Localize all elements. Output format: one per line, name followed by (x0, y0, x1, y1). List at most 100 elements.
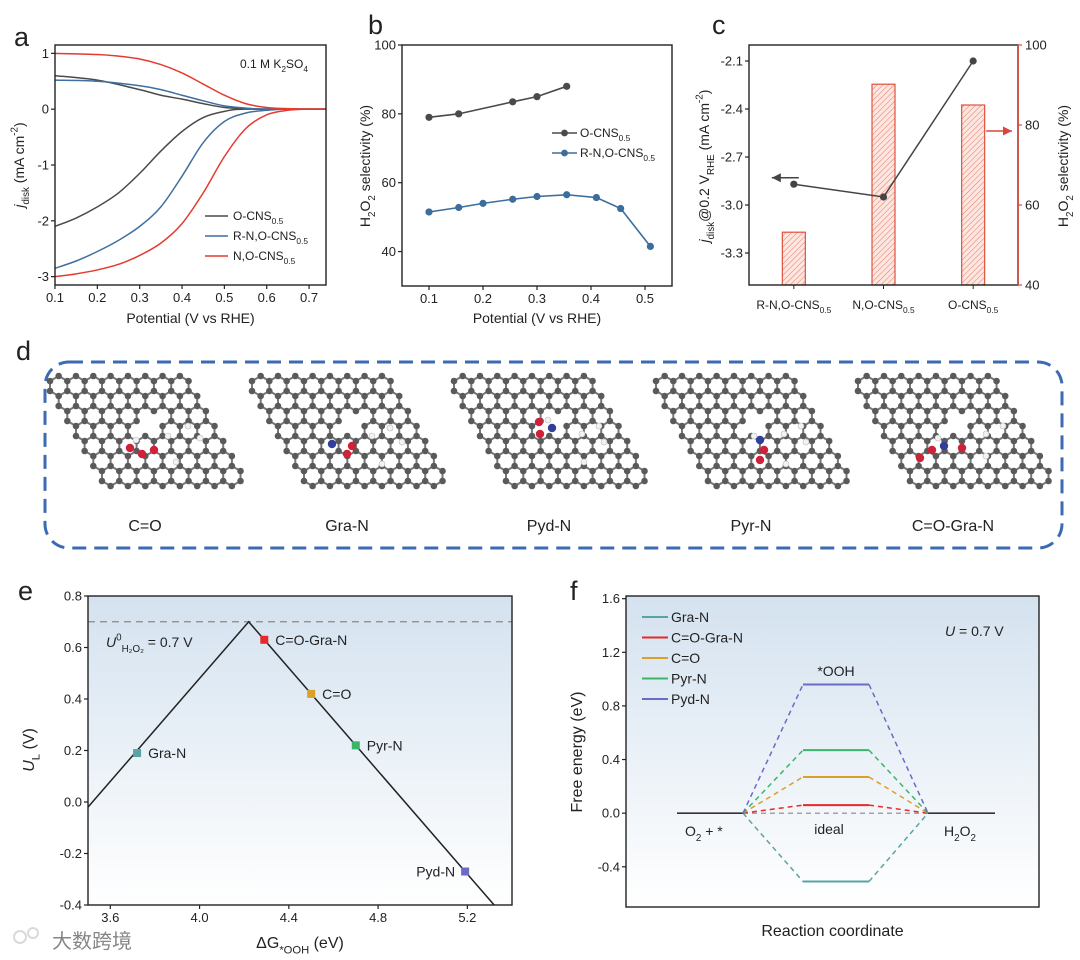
carbon-atom (1019, 422, 1026, 430)
dashed-box (43, 360, 1064, 550)
carbon-atom (958, 377, 966, 385)
carbon-atom (107, 372, 114, 380)
carbon-atom (395, 462, 403, 470)
carbon-atom (430, 452, 438, 460)
stage-label-end-part: 2 (954, 833, 959, 844)
carbon-atom (571, 437, 579, 445)
carbon-atom (459, 372, 466, 380)
carbon-atom (369, 387, 377, 395)
series-line-disk (54, 108, 327, 228)
carbon-atom (502, 387, 510, 395)
carbon-atom (378, 452, 386, 460)
carbon-atom (511, 482, 518, 490)
carbon-atom (292, 462, 299, 470)
carbon-atom (72, 432, 80, 440)
carbon-atom (554, 467, 562, 475)
carbon-atom (808, 407, 816, 415)
carbon-atom (98, 437, 106, 445)
category-label-part: 0.5 (820, 305, 832, 315)
y-tick-label: 0.4 (602, 752, 620, 767)
carbon-atom (326, 462, 334, 470)
carbon-atom (923, 387, 931, 395)
carbon-atom (941, 387, 948, 395)
carbon-atom (55, 402, 62, 410)
carbon-atom (387, 477, 394, 485)
carbon-atom (739, 387, 746, 395)
carbon-atom (889, 377, 896, 385)
legend-label-part: O-CNS (580, 126, 619, 140)
carbon-atom (615, 422, 622, 430)
carbon-atom (185, 387, 192, 395)
legend-label: N,O-CNS0.5 (233, 249, 296, 266)
carbon-atom (361, 372, 368, 380)
y-axis-title-part: j (696, 238, 712, 244)
carbon-atom (176, 422, 184, 430)
carbon-atom (167, 467, 175, 475)
carbon-atom (185, 437, 192, 445)
carbon-atom (176, 372, 184, 380)
carbon-atom (739, 377, 746, 385)
carbon-atom (889, 387, 896, 395)
carbon-atom (124, 432, 132, 440)
carbon-atom (854, 377, 862, 385)
carbon-atom (898, 432, 905, 440)
carbon-atom (678, 372, 686, 380)
carbon-atom (274, 402, 282, 410)
oxygen-atom (137, 449, 147, 459)
carbon-atom (292, 452, 299, 460)
carbon-atom (343, 402, 351, 410)
carbon-atom (661, 372, 668, 380)
carbon-atom (343, 482, 351, 490)
x-tick-label: 4.8 (369, 910, 387, 925)
carbon-atom (704, 447, 712, 455)
carbon-atom (739, 467, 746, 475)
carbon-atom (1010, 407, 1018, 415)
carbon-atom (606, 467, 614, 475)
carbon-atom (765, 462, 772, 470)
carbon-atom (765, 432, 772, 440)
carbon-atom (773, 407, 781, 415)
hydrogen-atom (600, 438, 608, 446)
carbon-atom (369, 467, 377, 475)
carbon-atom (176, 452, 184, 460)
carbon-atom (159, 392, 166, 400)
carbon-atom (335, 387, 342, 395)
data-point (617, 204, 625, 213)
carbon-atom (670, 387, 677, 395)
x-tick-label: 0.3 (131, 290, 149, 305)
carbon-atom (915, 462, 922, 470)
data-point (425, 113, 433, 121)
carbon-atom (606, 477, 614, 485)
carbon-atom (713, 372, 720, 380)
carbon-atom (652, 387, 660, 395)
carbon-atom (623, 477, 631, 485)
carbon-atom (563, 392, 570, 400)
carbon-atom (335, 377, 342, 385)
carbon-atom (528, 372, 536, 380)
carbon-atom (494, 422, 501, 430)
carbon-atom (872, 407, 879, 415)
chart-e: Gra-N C=O-Gra-N C=O Pyr-N Pyd-N 3.6 4.0 4.4 4.8 5… (21, 589, 513, 957)
carbon-atom (485, 437, 492, 445)
carbon-atom (167, 447, 175, 455)
legend-label-part: 0.5 (643, 153, 655, 163)
carbon-atom (387, 467, 394, 475)
data-point (425, 208, 433, 216)
carbon-atom (949, 462, 957, 470)
carbon-atom (150, 467, 158, 475)
carbon-atom (90, 452, 97, 460)
carbon-bonds (251, 374, 444, 488)
carbon-atom (352, 467, 360, 475)
point-label: Pyr-N (367, 737, 403, 753)
carbon-atom (211, 422, 218, 430)
carbon-atom (519, 437, 527, 445)
carbon-atom (872, 387, 879, 395)
oxygen-atom (535, 429, 545, 439)
carbon-atom (932, 452, 940, 460)
carbon-atom (817, 462, 824, 470)
carbon-atom (872, 417, 879, 425)
series-line-disk (54, 108, 327, 269)
carbon-atom (799, 452, 807, 460)
equilibrium-potential-annotation: U0H₂O₂ = 0.7 V (106, 633, 193, 655)
